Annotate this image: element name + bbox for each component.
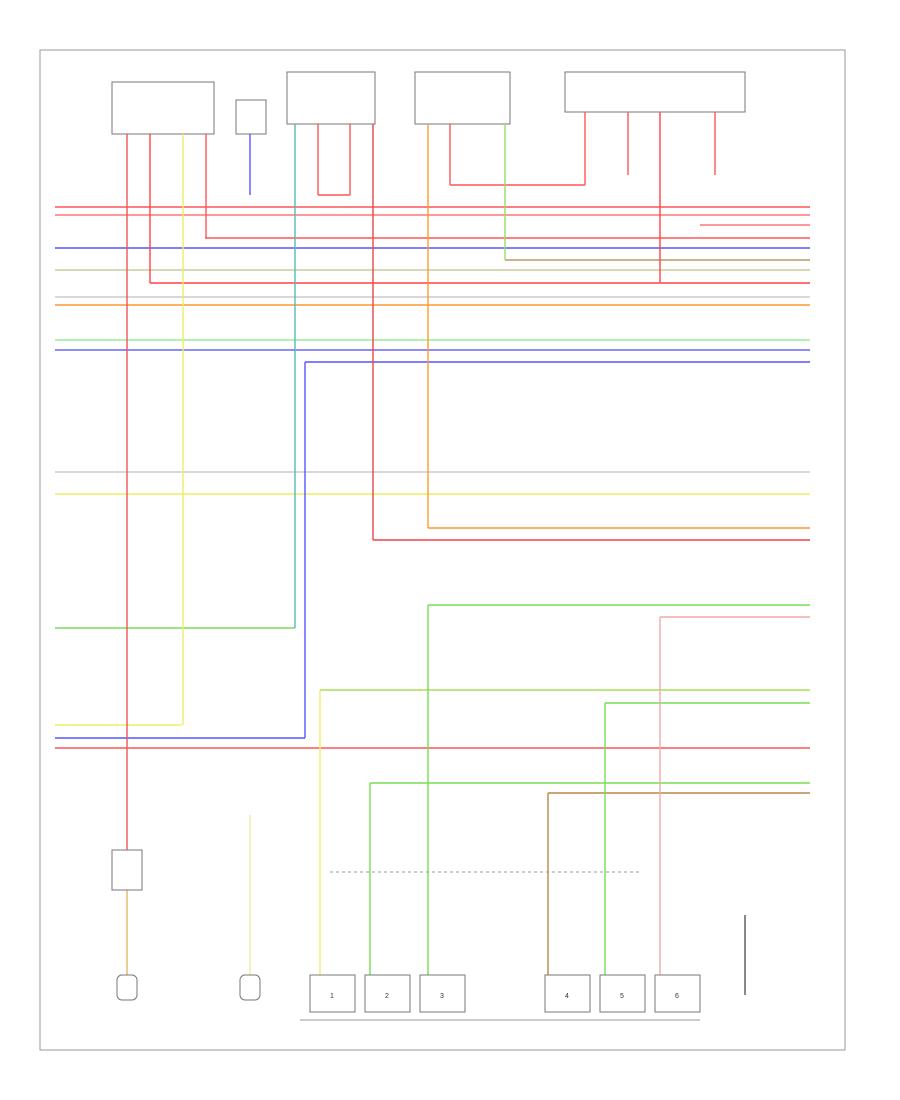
injector-label: 2 <box>385 993 389 1000</box>
top-components <box>111 71 746 135</box>
injector <box>419 974 466 1013</box>
injector-label: 6 <box>675 993 679 1000</box>
injector <box>309 974 356 1013</box>
component <box>235 99 267 135</box>
injector <box>364 974 411 1013</box>
injector <box>544 974 591 1013</box>
injector-label: 1 <box>330 993 334 1000</box>
injector-label: 3 <box>440 993 444 1000</box>
injector-label: 5 <box>620 993 624 1000</box>
injector-label: 4 <box>565 993 569 1000</box>
vertical-wires <box>126 112 746 995</box>
component <box>286 71 376 125</box>
connector <box>239 974 261 1001</box>
injectors: 1 2 3 4 5 6 <box>309 974 701 1013</box>
bottom-components <box>111 849 700 1021</box>
sensor <box>111 849 143 891</box>
connector <box>116 974 138 1001</box>
component <box>414 71 511 125</box>
injector <box>599 974 646 1013</box>
horizontal-wires <box>55 206 810 794</box>
injector <box>654 974 701 1013</box>
frame <box>39 49 846 1051</box>
component <box>111 81 215 135</box>
component <box>564 71 746 113</box>
